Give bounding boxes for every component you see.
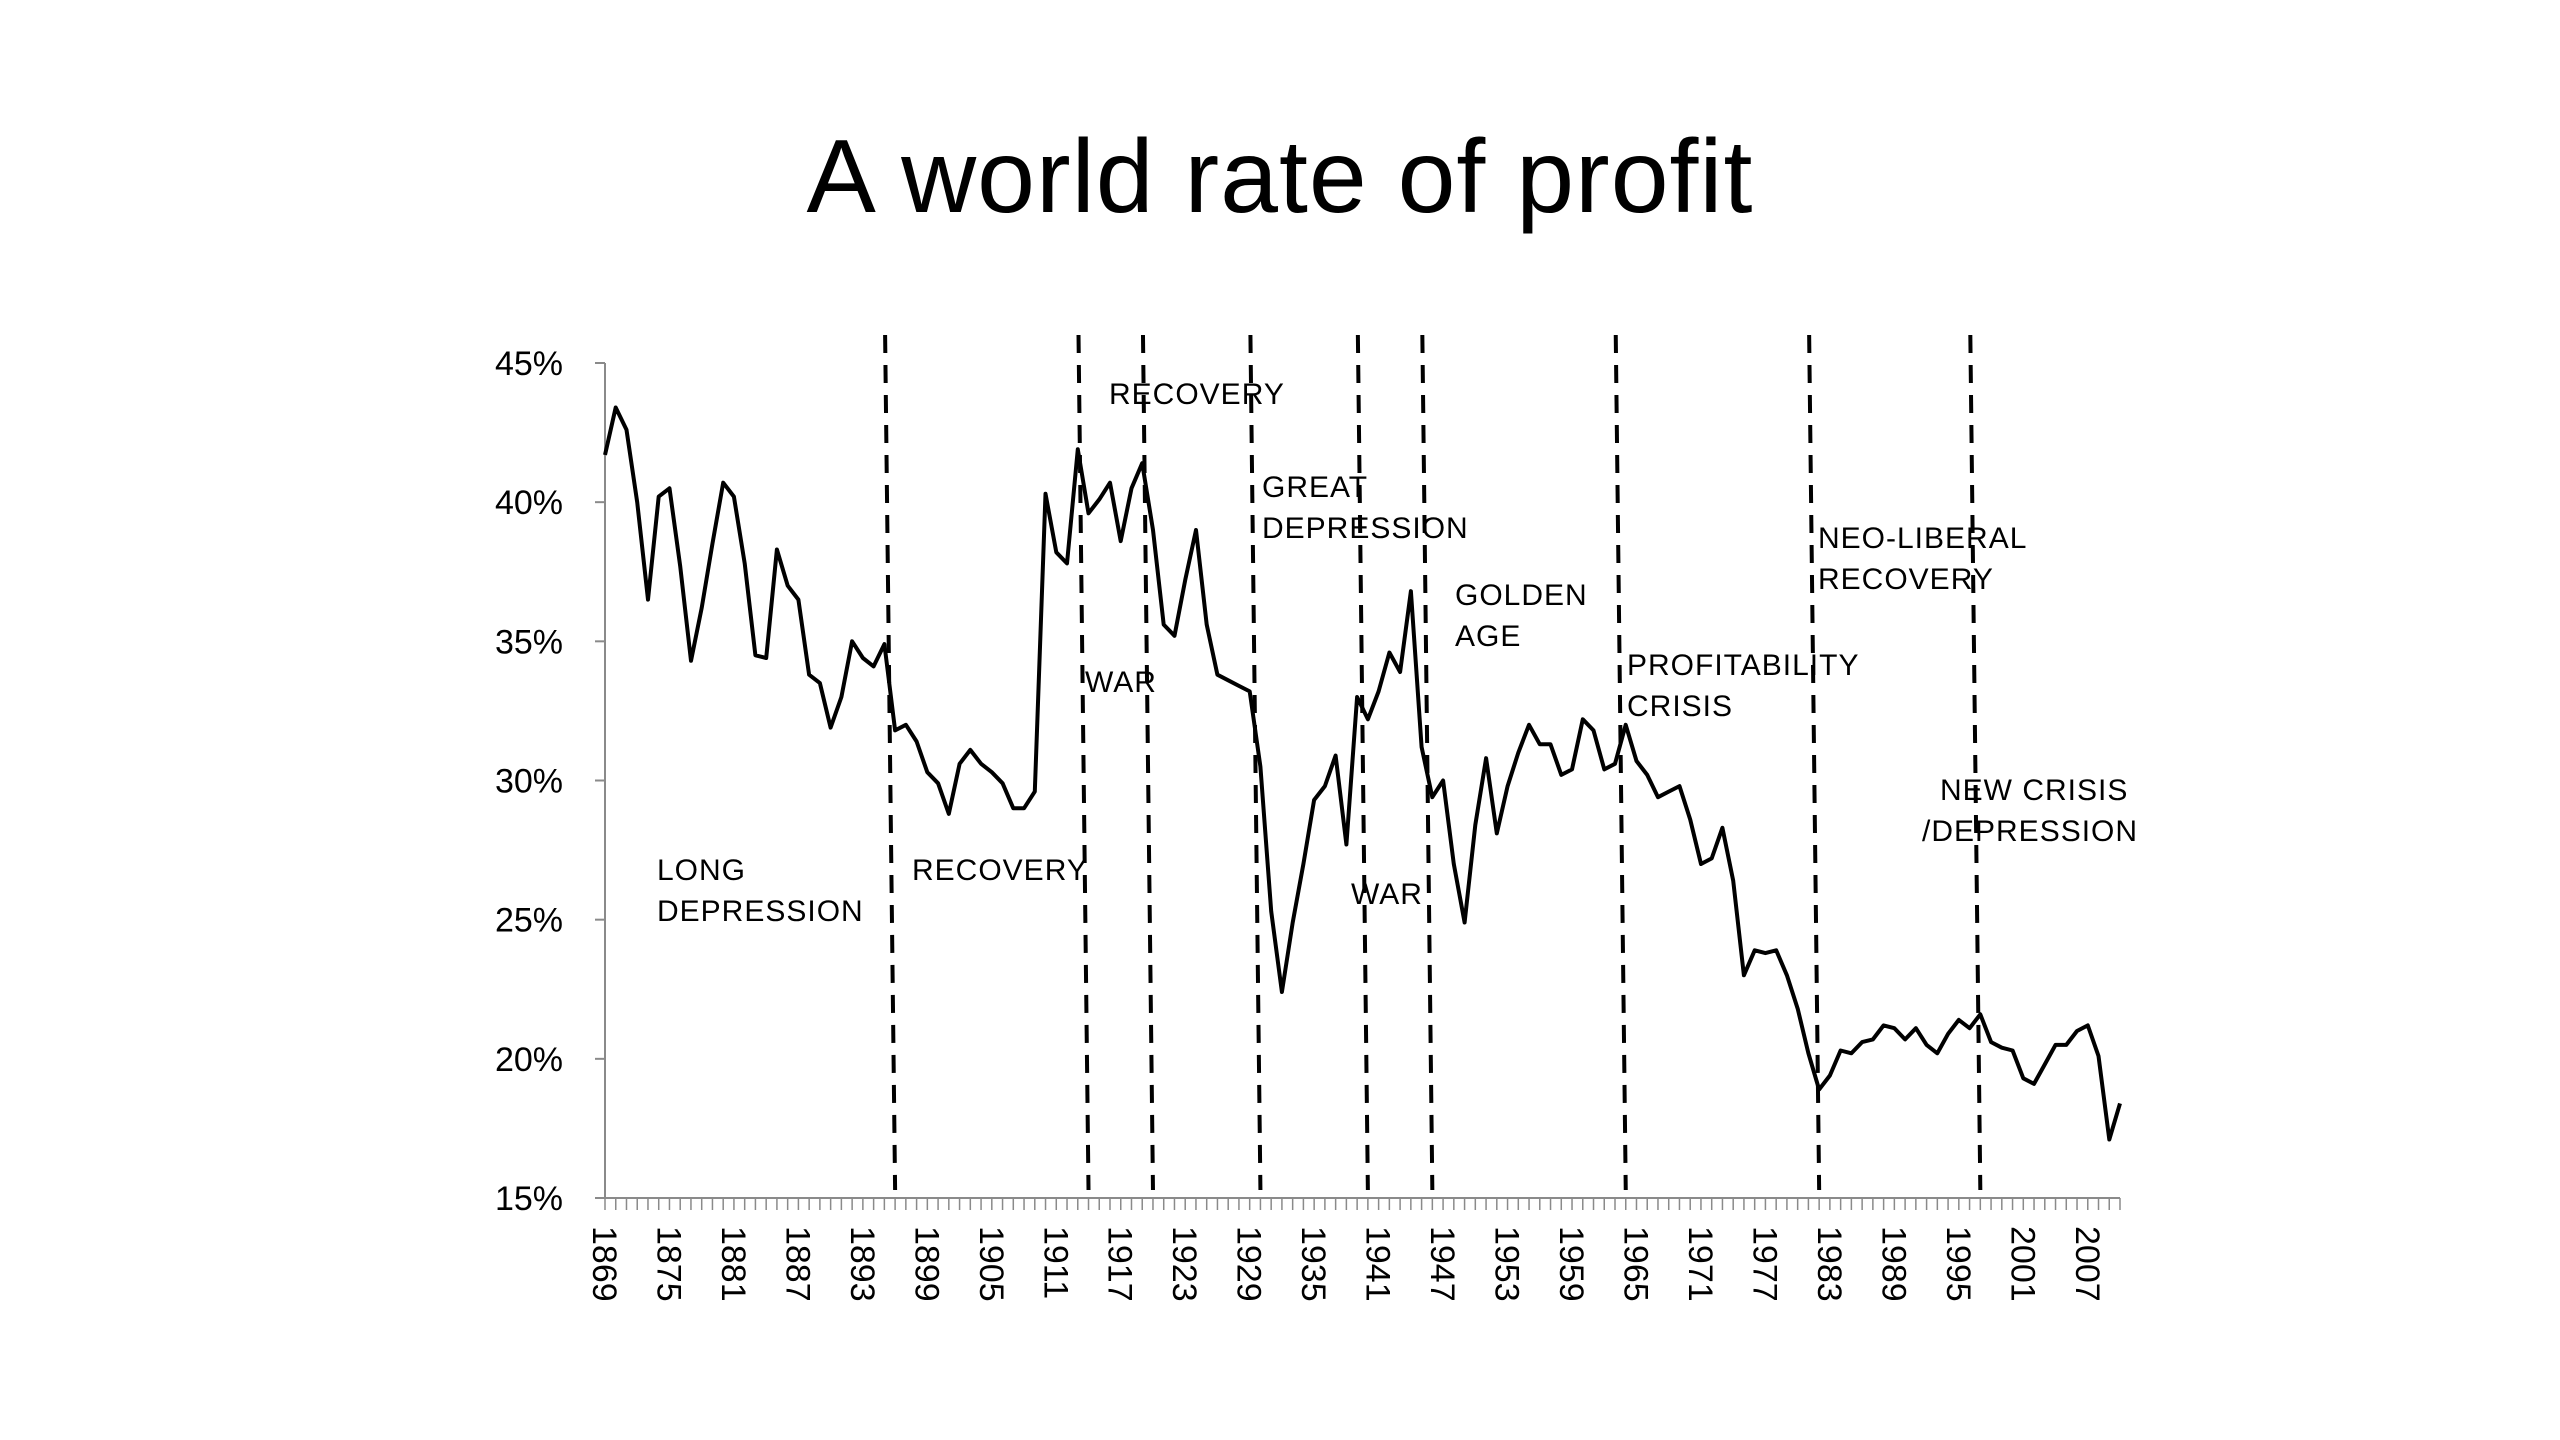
era-annotation-line: RECOVERY bbox=[1818, 563, 1994, 596]
y-tick-label: 45% bbox=[495, 345, 563, 383]
era-annotations: LONG DEPRESSION RECOVERY WAR RECOVERY GREAT DE… bbox=[657, 378, 2138, 928]
x-tick-label: 1983 bbox=[1810, 1226, 1848, 1302]
era-annotation-line: WAR bbox=[1085, 666, 1157, 699]
series-layer bbox=[603, 405, 2122, 1142]
era-annotation-line: RECOVERY bbox=[1109, 378, 1285, 411]
rate-of-profit-line bbox=[603, 405, 2122, 1142]
era-annotation: GREAT DEPRESSION bbox=[1262, 471, 1469, 545]
x-tick-label: 1875 bbox=[649, 1226, 687, 1302]
x-tick-label: 1929 bbox=[1230, 1226, 1268, 1302]
x-tick-label: 1917 bbox=[1101, 1226, 1139, 1302]
era-annotation: RECOVERY bbox=[912, 854, 1088, 887]
era-dividers bbox=[883, 334, 1983, 1191]
era-annotation-line: LONG bbox=[657, 854, 746, 887]
x-tick-label: 1935 bbox=[1294, 1226, 1332, 1302]
era-divider bbox=[1807, 334, 1822, 1191]
era-annotation: LONG DEPRESSION bbox=[657, 854, 864, 928]
era-annotation-line: /DEPRESSION bbox=[1922, 815, 2138, 848]
y-tick-label: 35% bbox=[495, 623, 563, 661]
x-tick-label: 2007 bbox=[2068, 1226, 2106, 1302]
x-tick-label: 1965 bbox=[1616, 1226, 1654, 1302]
x-tick-label: 1995 bbox=[1939, 1226, 1977, 1302]
x-tick-label: 1899 bbox=[907, 1226, 945, 1302]
x-tick-label: 1989 bbox=[1874, 1226, 1912, 1302]
era-annotation: NEO-LIBERAL RECOVERY bbox=[1818, 522, 2027, 596]
era-divider bbox=[1420, 334, 1435, 1191]
x-tick-label: 1959 bbox=[1552, 1226, 1590, 1302]
y-tick-label: 20% bbox=[495, 1041, 563, 1079]
x-tick-label: 1881 bbox=[714, 1226, 752, 1302]
era-divider bbox=[1140, 334, 1155, 1191]
era-annotation: WAR bbox=[1085, 666, 1157, 699]
era-annotation-line: GREAT bbox=[1262, 471, 1368, 504]
era-annotation: RECOVERY bbox=[1109, 378, 1285, 411]
era-annotation: WAR bbox=[1351, 878, 1423, 911]
era-annotation-line: NEW CRISIS bbox=[1940, 774, 2128, 807]
y-tick-label: 25% bbox=[495, 902, 563, 940]
x-tick-label: 1905 bbox=[972, 1226, 1010, 1302]
era-annotation-line: DEPRESSION bbox=[657, 895, 864, 928]
era-annotation: PROFITABILITY CRISIS bbox=[1627, 649, 1859, 723]
era-annotation-line: PROFITABILITY bbox=[1627, 649, 1859, 682]
y-axis: 15% 20% 25% 30% 35% 40% 45% bbox=[495, 345, 606, 1218]
era-annotation-line: WAR bbox=[1351, 878, 1423, 911]
x-tick-label: 1947 bbox=[1423, 1226, 1461, 1302]
y-tick-label: 15% bbox=[495, 1180, 563, 1218]
x-tick-label: 1893 bbox=[843, 1226, 881, 1302]
chart-title: A world rate of profit bbox=[806, 119, 1754, 235]
x-tick-label: 1971 bbox=[1681, 1226, 1719, 1302]
x-tick-label: 1911 bbox=[1036, 1226, 1074, 1299]
era-annotation: GOLDEN AGE bbox=[1455, 579, 1588, 653]
era-annotation-line: RECOVERY bbox=[912, 854, 1088, 887]
y-tick-label: 30% bbox=[495, 763, 563, 801]
era-divider bbox=[1248, 334, 1263, 1191]
era-divider bbox=[1613, 334, 1628, 1191]
era-annotation: NEW CRISIS/DEPRESSION bbox=[1922, 774, 2138, 848]
y-tick-label: 40% bbox=[495, 484, 563, 522]
x-tick-label: 1953 bbox=[1488, 1226, 1526, 1302]
era-divider bbox=[1355, 334, 1370, 1191]
era-annotation-line: AGE bbox=[1455, 620, 1521, 653]
era-annotation-line: GOLDEN bbox=[1455, 579, 1588, 612]
x-tick-label: 2001 bbox=[2003, 1226, 2041, 1302]
x-tick-label: 1869 bbox=[585, 1226, 623, 1302]
x-tick-label: 1941 bbox=[1359, 1226, 1397, 1302]
era-annotation-line: CRISIS bbox=[1627, 690, 1733, 723]
x-tick-label: 1977 bbox=[1745, 1226, 1783, 1302]
x-axis: 1869 1875 1881 1887 1893 1899 1905 1911 1917 1923… bbox=[585, 1197, 2121, 1302]
x-tick-label: 1923 bbox=[1165, 1226, 1203, 1302]
era-divider bbox=[1968, 334, 1983, 1191]
era-divider bbox=[883, 334, 898, 1191]
era-divider bbox=[1076, 334, 1091, 1191]
era-annotation-line: NEO-LIBERAL bbox=[1818, 522, 2027, 555]
x-tick-label: 1887 bbox=[778, 1226, 816, 1302]
era-annotation-line: DEPRESSION bbox=[1262, 512, 1469, 545]
